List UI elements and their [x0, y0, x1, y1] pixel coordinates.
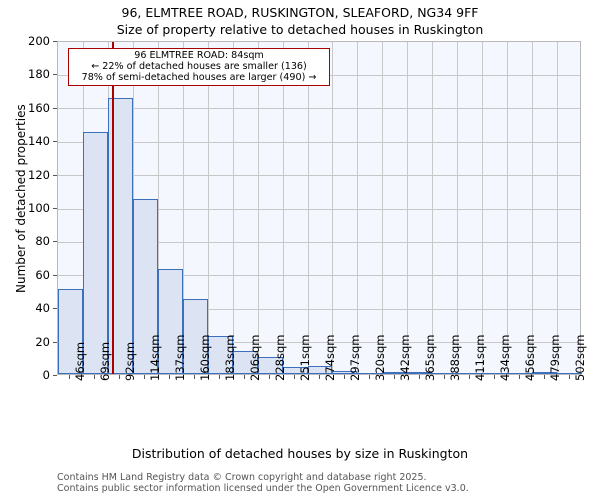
gridline-horizontal — [58, 275, 580, 277]
plot-area — [57, 41, 582, 375]
y-axis-title: Number of detached properties — [14, 104, 28, 293]
gridline-horizontal — [58, 308, 580, 310]
x-axis-tick-mark — [543, 375, 545, 379]
x-axis-tick-mark — [568, 375, 570, 379]
gridline-vertical — [482, 42, 484, 374]
x-axis-title: Distribution of detached houses by size … — [131, 446, 469, 461]
y-axis-tick-mark — [53, 375, 57, 376]
histogram-bar — [507, 373, 533, 374]
property-size-marker-line — [112, 42, 115, 374]
gridline-vertical — [382, 42, 384, 374]
x-axis-tick-mark — [119, 375, 121, 379]
x-axis-tick-mark — [194, 375, 196, 379]
footer-attribution: Contains HM Land Registry data © Crown c… — [57, 472, 597, 494]
gridline-horizontal — [58, 241, 580, 243]
y-axis-tick-label: 20 — [35, 334, 50, 349]
x-axis-tick-mark — [468, 375, 470, 379]
y-axis-tick-label: 0 — [42, 368, 50, 382]
gridline-horizontal — [58, 108, 580, 110]
x-axis-tick-mark — [144, 375, 146, 379]
plot-inner — [58, 42, 582, 374]
x-axis-tick-mark — [493, 375, 495, 379]
histogram-bar — [482, 373, 508, 374]
x-axis-tick-mark — [94, 375, 96, 379]
gridline-vertical — [232, 42, 234, 374]
histogram-bar — [407, 372, 433, 374]
footer-line-2: Contains public sector information licen… — [57, 483, 469, 494]
histogram-bar — [157, 268, 183, 374]
gridline-vertical — [157, 42, 159, 374]
annotation-line-3: 78% of semi-detached houses are larger (… — [81, 72, 317, 84]
x-axis-tick-mark — [244, 375, 246, 379]
histogram-bar — [332, 370, 358, 374]
histogram-bar — [182, 298, 208, 374]
x-axis-tick-mark — [219, 375, 221, 379]
histogram-bar — [107, 98, 133, 374]
x-axis-tick-mark — [69, 375, 71, 379]
gridline-vertical — [257, 42, 259, 374]
x-axis-tick-mark — [269, 375, 271, 379]
histogram-bar — [532, 372, 558, 374]
histogram-bar — [382, 372, 408, 374]
annotation-box: 96 ELMTREE ROAD: 84sqm ← 22% of detached… — [68, 48, 330, 86]
histogram-bar — [207, 335, 233, 374]
footer-line-1: Contains HM Land Registry data © Crown c… — [57, 472, 427, 483]
gridline-horizontal — [58, 208, 580, 210]
histogram-bar — [457, 373, 483, 374]
x-axis-tick-mark — [343, 375, 345, 379]
gridline-vertical — [557, 42, 559, 374]
chart-title-block: 96, ELMTREE ROAD, RUSKINGTON, SLEAFORD, … — [0, 4, 600, 38]
histogram-bar — [282, 367, 308, 374]
x-axis-tick-mark — [169, 375, 171, 379]
gridline-vertical — [357, 42, 359, 374]
gridline-horizontal — [58, 342, 580, 344]
gridline-vertical — [457, 42, 459, 374]
gridline-horizontal — [58, 141, 580, 143]
annotation-line-1: 96 ELMTREE ROAD: 84sqm — [134, 50, 264, 61]
histogram-bar — [132, 198, 158, 374]
gridline-vertical — [307, 42, 309, 374]
gridline-vertical — [282, 42, 284, 374]
histogram-bar — [82, 131, 108, 374]
gridline-vertical — [207, 42, 209, 374]
histogram-bar — [257, 357, 283, 374]
gridline-vertical — [332, 42, 334, 374]
x-axis-tick-mark — [294, 375, 296, 379]
x-axis-tick-mark — [319, 375, 320, 379]
gridline-vertical — [432, 42, 434, 374]
gridline-vertical — [182, 42, 184, 374]
x-axis-tick-mark — [393, 375, 395, 379]
histogram-bar — [432, 373, 458, 374]
gridline-vertical — [407, 42, 409, 374]
histogram-bar — [557, 373, 582, 374]
annotation-line-2: ← 22% of detached houses are smaller (13… — [91, 61, 307, 73]
x-axis-tick-mark — [368, 375, 370, 379]
histogram-bar — [58, 288, 83, 374]
x-axis-tick-mark — [518, 375, 520, 379]
x-axis-tick-mark — [443, 375, 445, 379]
gridline-vertical — [532, 42, 534, 374]
histogram-bar — [232, 350, 258, 374]
chart-subtitle: Size of property relative to detached ho… — [116, 22, 484, 37]
x-axis-tick-mark — [418, 375, 420, 379]
y-axis-tick-label: 40 — [35, 301, 50, 316]
y-axis-tick-label: 180 — [28, 67, 50, 82]
histogram-bar — [307, 365, 333, 374]
page-title: 96, ELMTREE ROAD, RUSKINGTON, SLEAFORD, … — [121, 5, 479, 20]
histogram-bar — [357, 373, 383, 374]
gridline-vertical — [507, 42, 509, 374]
gridline-horizontal — [58, 175, 580, 177]
